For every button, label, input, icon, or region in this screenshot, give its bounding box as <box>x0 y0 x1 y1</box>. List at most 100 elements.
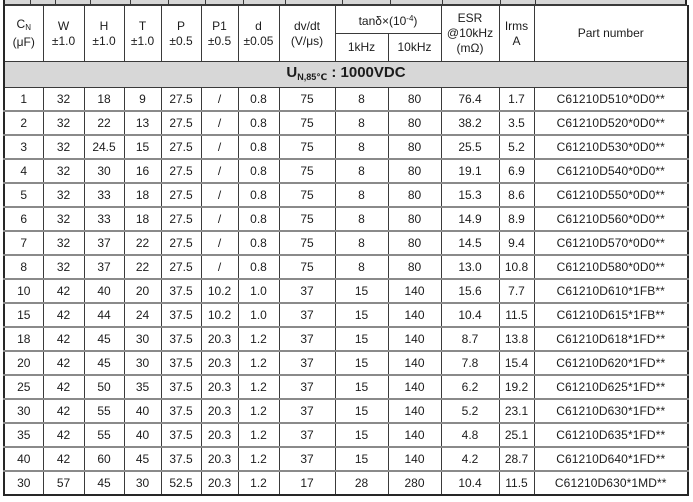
table-cell: 37.5 <box>160 326 202 352</box>
table-cell: 20.3 <box>200 422 239 448</box>
table-cell: 35 <box>3 422 44 448</box>
table-cell: 37.5 <box>160 374 202 400</box>
table-row: 10 42 40 20 37.5 10.2 1.0 37 15 140 15.6 7.7 C61210D… <box>3 278 689 304</box>
table-cell: 8 <box>334 158 389 184</box>
table-cell: 80 <box>387 182 442 208</box>
table-cell: 4.2 <box>440 446 500 472</box>
table-cell: 16 <box>123 158 162 184</box>
part-number-cell: C61210D540*0D0** <box>533 158 689 184</box>
part-number-cell: C61210D580*0D0** <box>533 254 689 280</box>
table-cell: 0.8 <box>237 110 280 136</box>
table-cell: 20.3 <box>200 470 239 496</box>
table-cell: / <box>200 110 239 136</box>
table-cell: 27.5 <box>160 87 202 112</box>
table-cell: 15.4 <box>498 350 535 376</box>
table-cell: 1.2 <box>237 374 280 400</box>
table-cell: 5.2 <box>498 134 535 160</box>
table-cell: 0.8 <box>237 134 280 160</box>
col-header-10khz: 10kHz <box>387 33 442 62</box>
table-cell: 30 <box>3 398 44 424</box>
remnant-cell-border <box>243 0 244 4</box>
table-cell: 140 <box>387 302 442 328</box>
table-cell: 20 <box>123 278 162 304</box>
part-number-cell: C61210D640*1FD** <box>533 446 689 472</box>
table-cell: 15 <box>334 350 389 376</box>
table-cell: 37 <box>278 374 336 400</box>
part-number-cell: C61210D625*1FD** <box>533 374 689 400</box>
table-cell: 8.9 <box>498 206 535 232</box>
table-cell: 44 <box>83 302 125 328</box>
part-number-cell: C61210D530*0D0** <box>533 134 689 160</box>
table-cell: 75 <box>278 134 336 160</box>
table-cell: 30 <box>3 470 44 496</box>
voltage-symbol: U <box>286 63 298 81</box>
table-cell: 15 <box>334 398 389 424</box>
table-cell: 10 <box>3 278 44 304</box>
table-cell: 0.8 <box>237 182 280 208</box>
table-cell: 15 <box>334 302 389 328</box>
table-cell: 140 <box>387 350 442 376</box>
spec-table-body: 1 32 18 9 27.5/0.8 75 8 80 76.4 1.7 C61210D510*0D0… <box>3 87 689 496</box>
table-cell: 11.5 <box>498 470 535 496</box>
table-cell: 75 <box>278 254 336 280</box>
table-cell: 20.3 <box>200 398 239 424</box>
table-cell: 8 <box>334 254 389 280</box>
table-cell: 45 <box>83 350 125 376</box>
table-row: 6 32 33 18 27.5/0.8 75 8 80 14.9 8.9 C61210D560*0D… <box>3 206 689 232</box>
remnant-cell-border <box>168 0 169 4</box>
table-cell: 5.2 <box>440 398 500 424</box>
table-cell: 32 <box>42 134 85 160</box>
table-cell: 24.5 <box>83 134 125 160</box>
table-cell: 23.1 <box>498 398 535 424</box>
table-cell: 30 <box>123 470 162 496</box>
table-cell: / <box>200 134 239 160</box>
col-header-p: P ±0.5 <box>160 5 202 62</box>
table-cell: 15 <box>3 302 44 328</box>
table-header: CN (μF) W ±1.0 H ±1.0 T ±1.0 P ±0.5 P1 ±0.5 d ±… <box>3 5 689 62</box>
table-cell: 6.9 <box>498 158 535 184</box>
table-cell: 18 <box>123 182 162 208</box>
table-cell: 37.5 <box>160 446 202 472</box>
table-cell: 42 <box>42 398 85 424</box>
col-header-t: T ±1.0 <box>123 5 162 62</box>
table-cell: 10.8 <box>498 254 535 280</box>
table-cell: 27.5 <box>160 134 202 160</box>
table-cell: 13 <box>123 110 162 136</box>
part-number-cell: C61210D618*1FD** <box>533 326 689 352</box>
voltage-banner: UN,85℃ : 1000VDC <box>3 61 689 88</box>
table-cell: 75 <box>278 87 336 112</box>
table-row: 15 42 44 24 37.5 10.2 1.0 37 15 140 10.4 11.5 C61210… <box>3 302 689 328</box>
table-cell: 4.8 <box>440 422 500 448</box>
table-cell: 42 <box>42 446 85 472</box>
part-number-cell: C61210D615*1FB** <box>533 302 689 328</box>
table-cell: 25.1 <box>498 422 535 448</box>
table-row: 4 32 30 16 27.5/0.8 75 8 80 19.1 6.9 C61210D540*0D… <box>3 158 689 184</box>
table-cell: 8 <box>334 206 389 232</box>
table-cell: 8 <box>334 134 389 160</box>
table-cell: 75 <box>278 110 336 136</box>
remnant-cell-border <box>90 0 91 4</box>
part-number-cell: C61210D635*1FD** <box>533 422 689 448</box>
table-cell: 37 <box>278 350 336 376</box>
table-cell: 30 <box>123 350 162 376</box>
table-cell: 0.8 <box>237 206 280 232</box>
table-row: 2 32 22 13 27.5/0.8 75 8 80 38.2 3.5 C61210D520*0D… <box>3 110 689 136</box>
table-row: 18 42 45 30 37.5 20.3 1.2 37 15 140 8.7 13.8 C61210D… <box>3 326 689 352</box>
part-number-cell: C61210D610*1FB** <box>533 278 689 304</box>
table-cell: 11.5 <box>498 302 535 328</box>
table-cell: 27.5 <box>160 206 202 232</box>
table-cell: 8 <box>3 254 44 280</box>
table-cell: 27.5 <box>160 110 202 136</box>
table-row: 25 42 50 35 37.5 20.3 1.2 37 15 140 6.2 19.2 C61210D… <box>3 374 689 400</box>
table-cell: 27.5 <box>160 254 202 280</box>
table-cell: 45 <box>83 470 125 496</box>
table-cell: 40 <box>3 446 44 472</box>
table-cell: 1.0 <box>237 278 280 304</box>
table-cell: 18 <box>3 326 44 352</box>
table-cell: 27.5 <box>160 158 202 184</box>
table-cell: 8 <box>334 110 389 136</box>
table-cell: 1.7 <box>498 87 535 112</box>
table-cell: 3.5 <box>498 110 535 136</box>
table-cell: 37 <box>278 422 336 448</box>
